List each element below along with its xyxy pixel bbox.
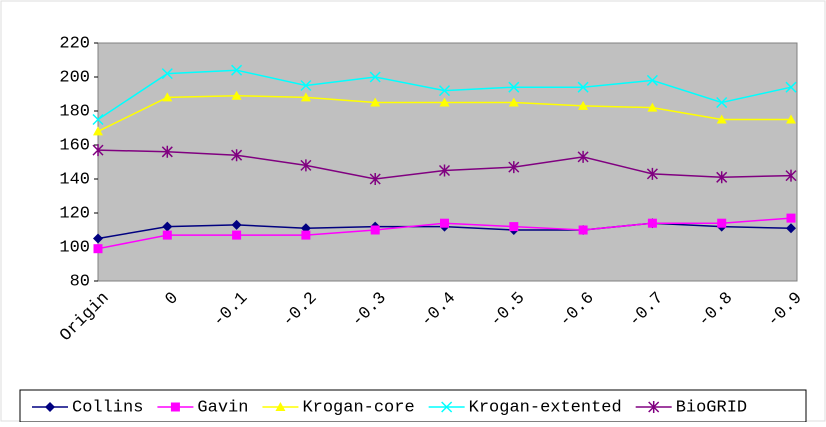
legend-marker	[170, 402, 180, 412]
data-point	[93, 244, 103, 254]
y-tick-label: 200	[59, 68, 90, 87]
legend-box	[19, 389, 807, 423]
y-tick-label: 140	[59, 170, 90, 189]
data-point	[161, 145, 173, 158]
y-tick-label: 160	[59, 136, 90, 155]
data-point	[93, 126, 103, 136]
legend-label: BioGRID	[676, 398, 747, 417]
y-tick-label: 120	[59, 204, 90, 223]
data-point	[369, 173, 381, 185]
legend-marker	[441, 401, 453, 413]
data-point	[716, 96, 728, 109]
data-point	[786, 114, 796, 124]
data-point	[785, 81, 797, 93]
y-tick-label: 220	[59, 34, 90, 53]
data-point	[93, 233, 103, 244]
y-tick-label: 80	[70, 272, 90, 291]
data-point	[162, 92, 173, 102]
data-point	[786, 223, 796, 234]
data-point	[716, 171, 728, 184]
legend-marker	[275, 402, 286, 411]
data-point	[300, 159, 312, 172]
y-tick-label: 180	[59, 102, 90, 121]
data-point	[301, 230, 311, 240]
data-point	[577, 150, 589, 163]
data-point	[786, 213, 796, 223]
data-point	[508, 97, 519, 107]
data-point	[92, 144, 104, 157]
legend-label: Gavin	[197, 398, 248, 417]
data-point	[577, 81, 589, 93]
data-point	[300, 92, 311, 102]
plot-area	[97, 42, 798, 282]
data-point	[161, 68, 173, 80]
data-point	[370, 97, 381, 107]
data-point	[92, 113, 104, 126]
data-point	[370, 225, 380, 235]
data-point	[717, 218, 727, 228]
legend-marker	[45, 402, 55, 412]
legend-label: Krogan-extented	[469, 398, 622, 417]
data-point	[300, 79, 312, 92]
data-point	[716, 114, 727, 124]
data-point	[439, 97, 450, 107]
data-point	[232, 230, 242, 240]
data-point	[508, 81, 520, 93]
data-point	[646, 167, 658, 180]
data-point	[438, 85, 451, 97]
data-point	[578, 100, 589, 110]
data-point	[578, 225, 588, 235]
data-point	[162, 230, 172, 240]
data-point	[231, 90, 242, 100]
data-point	[231, 149, 243, 162]
data-point	[509, 222, 519, 232]
data-point	[647, 102, 658, 112]
legend-label: Krogan-core	[302, 398, 414, 417]
y-tick-label: 100	[59, 238, 90, 257]
data-point	[438, 164, 451, 177]
data-point	[647, 218, 657, 228]
data-point	[231, 219, 242, 230]
data-point	[440, 218, 449, 228]
legend-label: Collins	[72, 398, 143, 417]
legend-marker	[648, 401, 660, 413]
data-point	[162, 221, 173, 232]
data-point	[508, 161, 520, 174]
data-point	[646, 74, 658, 86]
data-point	[231, 64, 243, 76]
data-point	[785, 169, 797, 182]
data-point	[369, 71, 381, 83]
